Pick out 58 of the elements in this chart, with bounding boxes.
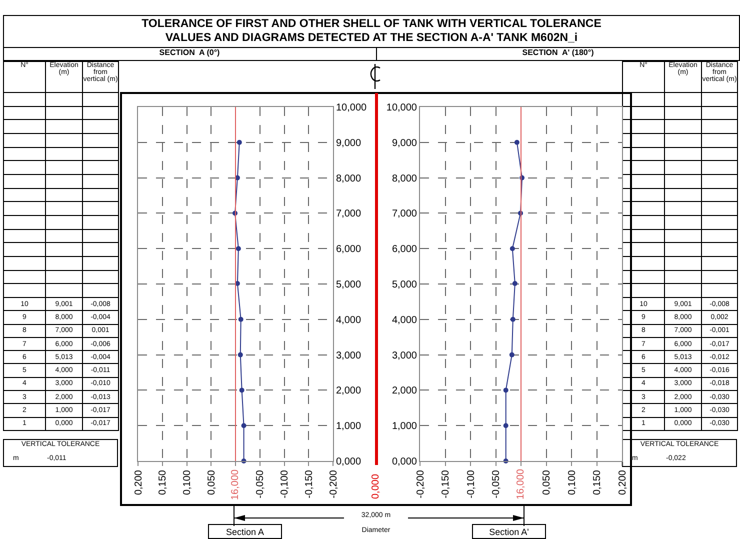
- y-tick-label: 1,000: [336, 421, 362, 432]
- chart-subtitle: SECTION A' (180°): [521, 48, 595, 57]
- y-tick-label: 8,000: [336, 173, 362, 184]
- text: Section A: [208, 524, 282, 539]
- x-tick-label: -0,100: [466, 470, 477, 498]
- x-tick-label: -0,150: [304, 470, 315, 498]
- point: [238, 316, 244, 322]
- y-tick-label: 2,000: [336, 386, 362, 397]
- x-tick-label: 0,100: [566, 470, 578, 496]
- y-tick-label: 6,000: [336, 244, 362, 256]
- point: [236, 246, 241, 252]
- text: 16,000: [230, 468, 241, 500]
- x-tick-label: 0,150: [158, 470, 169, 496]
- point: [503, 388, 508, 393]
- text: TOLERANCE OF FIRST AND OTHER SHELL OF TANK WITH VERTICAL TOLERANCE VALUES AND DIAGRAMS DETECTED AT THE SECTION A-A' TANK M602N_i: [3, 17, 740, 45]
- x-tick-label: 0,200: [617, 470, 628, 496]
- y-tick-label: 10,000: [336, 102, 368, 114]
- point: [514, 140, 520, 145]
- x-tick-label: 0,100: [182, 470, 193, 496]
- x-tick-label: -0,200: [328, 470, 340, 498]
- x-tick-label: 0,150: [592, 470, 603, 496]
- y-tick-label: 0,000: [392, 456, 418, 468]
- x-tick-label: -0,200: [415, 470, 426, 498]
- y-tick-label: 10,000: [386, 102, 418, 114]
- x-tick-label: -0,100: [280, 470, 290, 498]
- x-tick-label: 0,050: [542, 470, 552, 496]
- x-tick-label: -0,150: [440, 470, 452, 498]
- y-tick-label: 9,000: [392, 138, 418, 149]
- point: [510, 246, 515, 252]
- y-tick-label: 5,000: [392, 280, 418, 290]
- x-tick-label: -0,050: [255, 470, 266, 498]
- text: Section A': [472, 524, 546, 539]
- y-tick-label: 6,000: [392, 244, 418, 256]
- point: [512, 281, 518, 286]
- point: [509, 352, 514, 358]
- point: [241, 423, 246, 428]
- y-tick-label: 4,000: [336, 314, 362, 326]
- y-tick-label: 3,000: [336, 350, 362, 362]
- text: 16,000: [516, 468, 526, 500]
- y-tick-label: 2,000: [392, 386, 418, 397]
- y-tick-label: 7,000: [392, 208, 418, 220]
- point: [239, 388, 244, 393]
- y-tick-label: 1,000: [392, 421, 418, 432]
- y-tick-label: 0,000: [336, 456, 362, 468]
- y-tick-label: 8,000: [392, 173, 418, 184]
- y-tick-label: 7,000: [336, 208, 362, 220]
- x-tick-label: 0,050: [206, 470, 218, 496]
- chart-subtitle: SECTION A (0°): [158, 48, 221, 57]
- y-tick-label: 4,000: [392, 314, 418, 326]
- point: [503, 423, 508, 428]
- x-tick-label: -0,050: [491, 470, 502, 498]
- point: [238, 352, 243, 358]
- point: [510, 316, 516, 322]
- y-tick-label: 5,000: [336, 280, 362, 290]
- y-tick-label: 9,000: [336, 138, 362, 149]
- y-tick-label: 3,000: [392, 350, 418, 362]
- x-tick-label: 0,200: [133, 470, 144, 496]
- point: [236, 140, 242, 145]
